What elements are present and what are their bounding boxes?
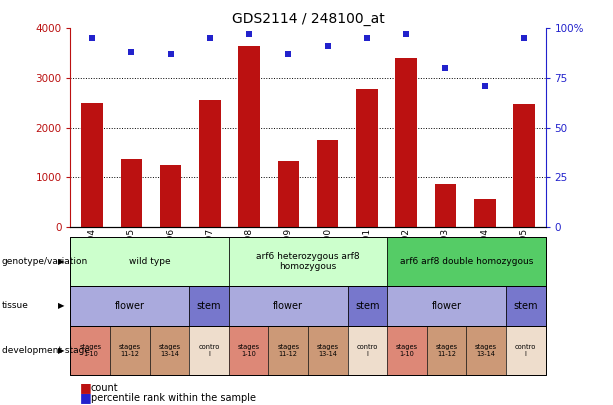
Bar bbox=[356, 90, 378, 227]
Text: stem: stem bbox=[355, 301, 379, 311]
Point bbox=[323, 43, 333, 49]
Bar bbox=[238, 46, 260, 227]
Point bbox=[362, 35, 372, 42]
Bar bbox=[435, 184, 456, 227]
Text: stages
1-10: stages 1-10 bbox=[79, 344, 101, 357]
Bar bbox=[82, 103, 103, 227]
Point bbox=[87, 35, 97, 42]
Bar bbox=[395, 58, 417, 227]
Text: stem: stem bbox=[197, 301, 221, 311]
Bar bbox=[121, 159, 142, 227]
Text: wild type: wild type bbox=[129, 257, 170, 266]
Text: stages
1-10: stages 1-10 bbox=[396, 344, 418, 357]
Point bbox=[480, 83, 490, 89]
Bar bbox=[160, 165, 181, 227]
Text: development stage: development stage bbox=[2, 346, 90, 355]
Point bbox=[441, 65, 451, 71]
Text: contro
l: contro l bbox=[357, 344, 378, 357]
Point bbox=[283, 51, 293, 58]
Bar bbox=[199, 100, 221, 227]
Text: stages
13-14: stages 13-14 bbox=[317, 344, 339, 357]
Bar bbox=[474, 199, 495, 227]
Point bbox=[126, 49, 136, 55]
Text: ■: ■ bbox=[80, 391, 91, 404]
Text: stem: stem bbox=[514, 301, 538, 311]
Bar bbox=[513, 104, 535, 227]
Text: stages
13-14: stages 13-14 bbox=[475, 344, 497, 357]
Text: contro
l: contro l bbox=[515, 344, 536, 357]
Text: flower: flower bbox=[115, 301, 145, 311]
Text: genotype/variation: genotype/variation bbox=[2, 257, 88, 266]
Text: ■: ■ bbox=[80, 382, 91, 394]
Text: stages
11-12: stages 11-12 bbox=[435, 344, 458, 357]
Text: arf6 heterozygous arf8
homozygous: arf6 heterozygous arf8 homozygous bbox=[256, 252, 360, 271]
Bar bbox=[278, 161, 299, 227]
Text: stages
11-12: stages 11-12 bbox=[119, 344, 141, 357]
Text: percentile rank within the sample: percentile rank within the sample bbox=[91, 393, 256, 403]
Point bbox=[205, 35, 215, 42]
Bar bbox=[317, 140, 338, 227]
Text: ▶: ▶ bbox=[58, 257, 64, 266]
Text: flower: flower bbox=[432, 301, 462, 311]
Text: ▶: ▶ bbox=[58, 346, 64, 355]
Point bbox=[244, 31, 254, 38]
Text: stages
13-14: stages 13-14 bbox=[158, 344, 181, 357]
Text: count: count bbox=[91, 383, 118, 393]
Text: ▶: ▶ bbox=[58, 301, 64, 310]
Text: stages
11-12: stages 11-12 bbox=[277, 344, 299, 357]
Text: arf6 arf8 double homozygous: arf6 arf8 double homozygous bbox=[400, 257, 533, 266]
Text: tissue: tissue bbox=[2, 301, 29, 310]
Text: flower: flower bbox=[273, 301, 303, 311]
Point bbox=[402, 31, 411, 38]
Text: stages
1-10: stages 1-10 bbox=[238, 344, 260, 357]
Title: GDS2114 / 248100_at: GDS2114 / 248100_at bbox=[232, 12, 384, 26]
Point bbox=[166, 51, 175, 58]
Point bbox=[519, 35, 529, 42]
Text: contro
l: contro l bbox=[199, 344, 219, 357]
